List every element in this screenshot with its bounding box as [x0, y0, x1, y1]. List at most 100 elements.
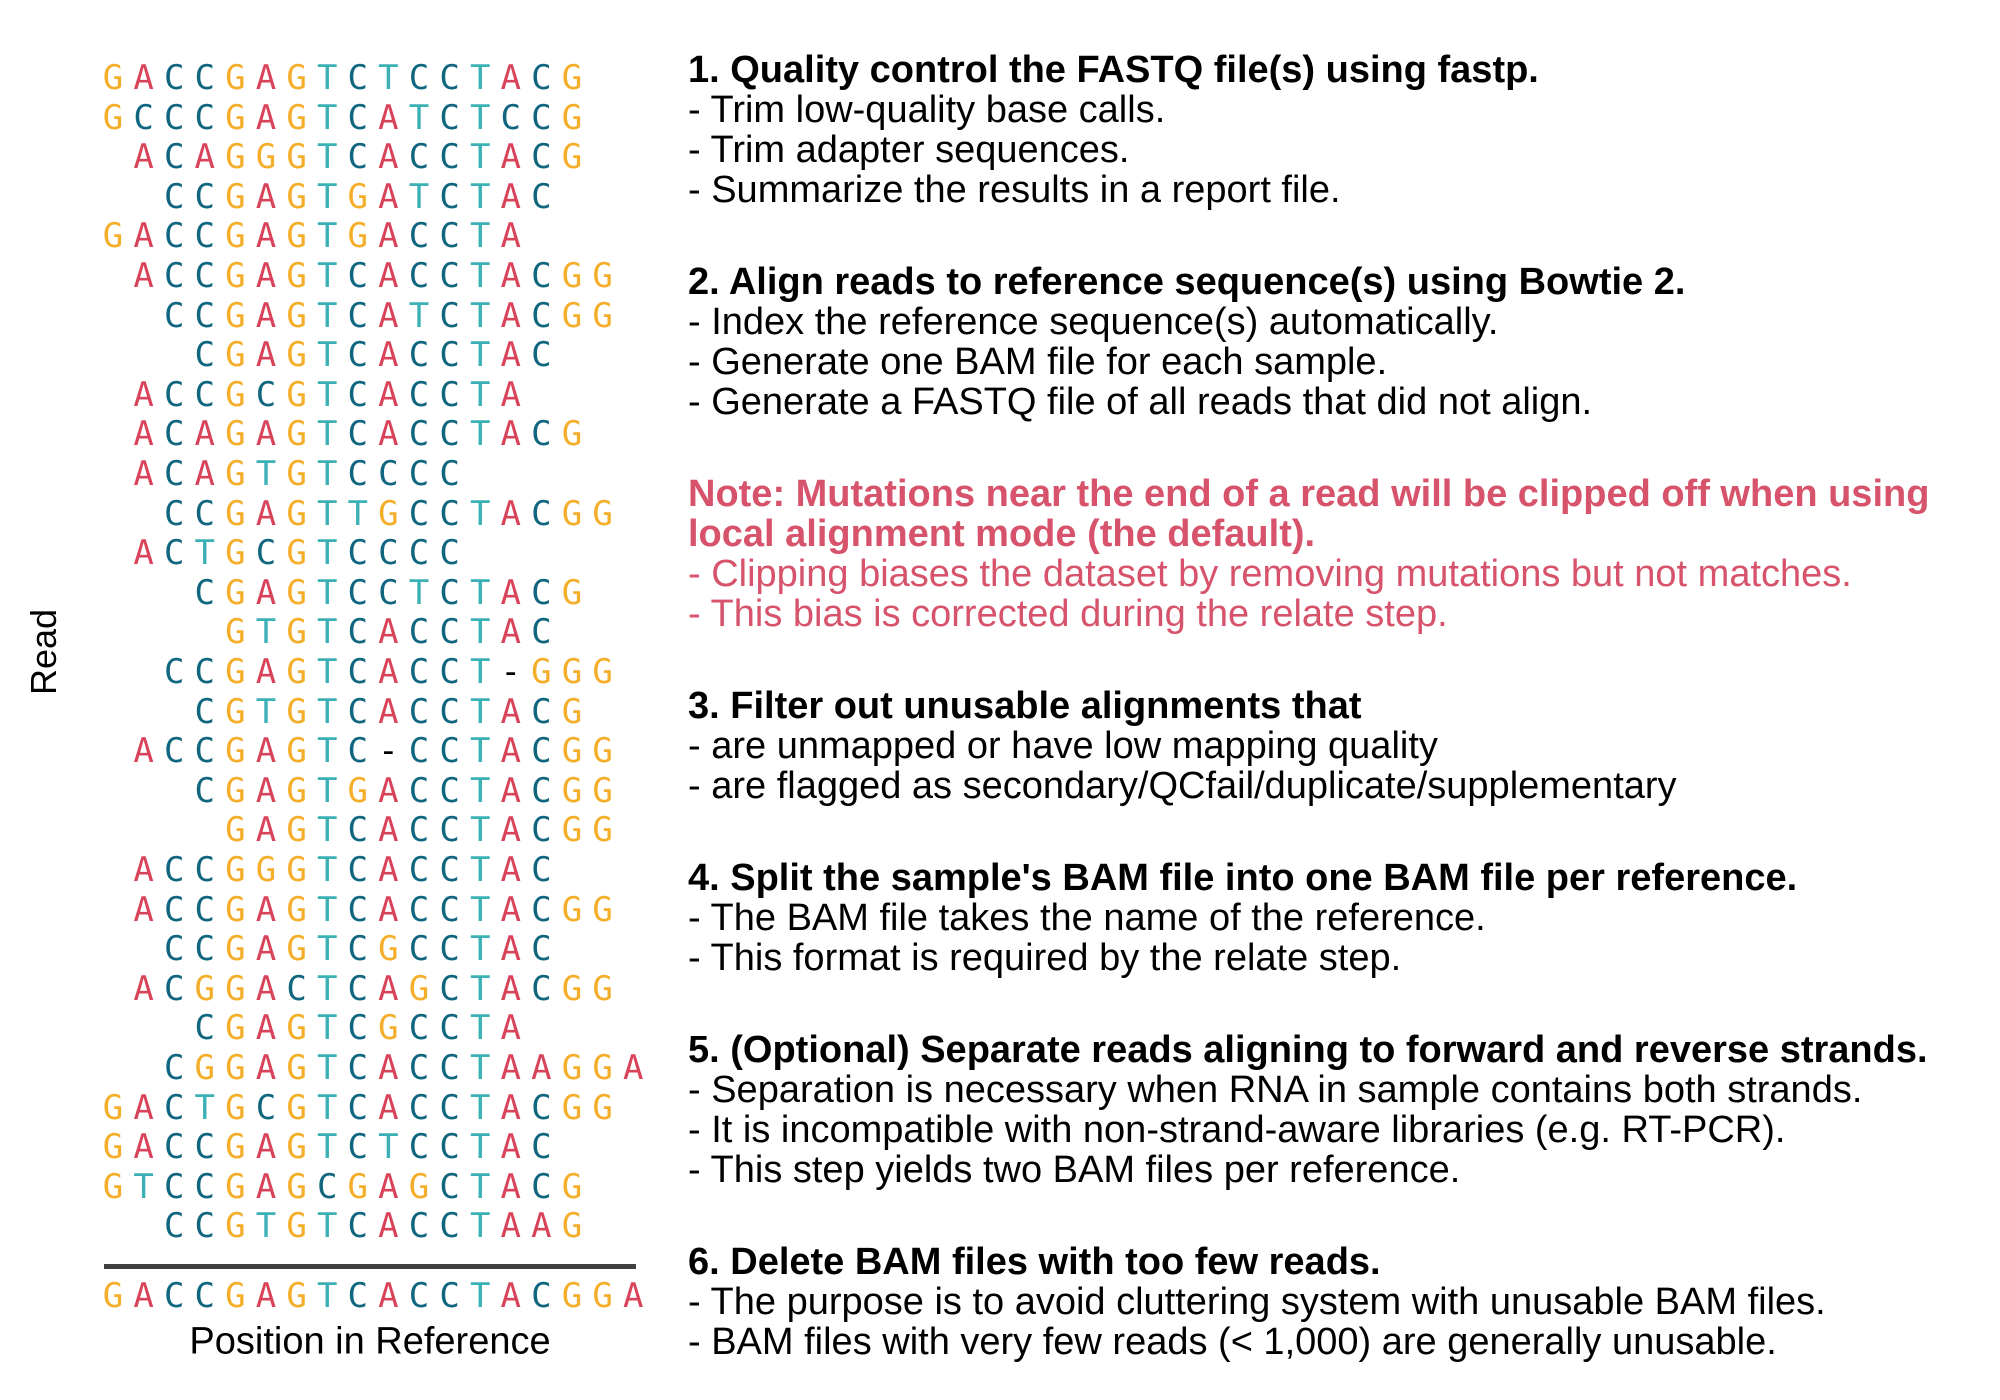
base-t: T [316, 1206, 338, 1247]
base-c: C [347, 295, 369, 336]
base-a: A [378, 1166, 399, 1207]
base-g: G [561, 691, 583, 732]
base-a: A [500, 770, 522, 811]
base-g: G [225, 176, 246, 217]
base-g: G [286, 572, 307, 613]
base-t: T [347, 493, 369, 534]
base-c: C [163, 731, 185, 772]
base-g: G [286, 1008, 307, 1049]
base-c: C [439, 335, 460, 376]
step-separate-strands: 5. (Optional) Separate reads aligning to… [688, 1030, 1988, 1190]
base-c: C [531, 493, 552, 534]
base-g: G [592, 810, 613, 851]
base-a: A [531, 1048, 552, 1088]
base-c: C [408, 731, 430, 772]
base-a: A [378, 691, 399, 732]
base-c: C [408, 691, 430, 732]
base-a: A [255, 58, 277, 98]
base-a: A [255, 216, 277, 257]
base-g: G [225, 1127, 246, 1168]
base-g: G [531, 652, 552, 692]
base-c: C [194, 1166, 216, 1207]
base-c: C [439, 58, 460, 98]
base-t: T [469, 1276, 491, 1316]
base-g: G [225, 691, 246, 732]
base-c: C [347, 691, 369, 732]
base-a: A [133, 533, 154, 574]
base-c: C [408, 374, 430, 415]
base-g: G [561, 1166, 583, 1207]
base-g: G [255, 137, 277, 178]
base-a: A [500, 1048, 522, 1088]
step-title: 6. Delete BAM files with too few reads. [688, 1241, 1381, 1283]
base-a: A [133, 731, 154, 772]
base-a: A [500, 374, 522, 415]
base-g: G [561, 493, 583, 534]
base-t: T [469, 889, 491, 930]
base-c: C [286, 968, 307, 1009]
base-g: G [347, 770, 369, 811]
base-g: G [102, 97, 124, 138]
base-g: G [408, 1166, 430, 1207]
base-g: G [225, 454, 246, 494]
base-a: A [500, 176, 522, 217]
base-t: T [469, 414, 491, 455]
base-a: A [500, 612, 522, 653]
base-g: G [286, 929, 307, 970]
base-g: G [347, 216, 369, 257]
base-g: G [286, 137, 307, 178]
base-c: C [347, 731, 369, 772]
base-t: T [378, 1127, 399, 1168]
base-c: C [347, 335, 369, 376]
base-t: T [316, 335, 338, 376]
base-c: C [531, 1127, 552, 1168]
base-g: G [225, 137, 246, 178]
base-t: T [469, 176, 491, 217]
base-g: G [225, 731, 246, 772]
base-c: C [439, 1048, 460, 1088]
base-t: T [255, 612, 277, 653]
base-a: A [255, 97, 277, 138]
base-t: T [469, 1127, 491, 1168]
base-c: C [439, 216, 460, 257]
base-c: C [194, 58, 216, 98]
base-a: A [500, 968, 522, 1009]
base-c: C [408, 1276, 430, 1316]
base-g: G [561, 1048, 583, 1088]
step-line: - Generate a FASTQ file of all reads tha… [688, 381, 1593, 423]
base-a: A [133, 137, 154, 178]
base-c: C [163, 652, 185, 692]
base-c: C [439, 889, 460, 930]
note-line: - Clipping biases the dataset by removin… [688, 553, 1852, 595]
base-c: C [439, 929, 460, 970]
base-t: T [469, 810, 491, 851]
base-g: G [286, 691, 307, 732]
base-c: C [408, 889, 430, 930]
base-g: G [225, 652, 246, 692]
base-g: G [286, 58, 307, 98]
base-g: G [561, 256, 583, 296]
base-c: C [163, 850, 185, 890]
base-a: A [500, 691, 522, 732]
base-c: C [408, 929, 430, 970]
base-g: G [347, 1166, 369, 1207]
step-align-reads: 2. Align reads to reference sequence(s) … [688, 262, 1988, 422]
base-g: G [561, 652, 583, 692]
base-c: C [347, 414, 369, 455]
base-c: C [378, 572, 399, 613]
base-t: T [316, 454, 338, 494]
base-g: G [225, 810, 246, 851]
base-c: C [194, 176, 216, 217]
base-g: G [561, 731, 583, 772]
base-g: G [592, 1048, 613, 1088]
base-a: A [255, 335, 277, 376]
base-g: G [225, 1276, 246, 1316]
base-t: T [469, 691, 491, 732]
base-g: G [225, 295, 246, 336]
base-g: G [561, 968, 583, 1009]
base-a: A [500, 256, 522, 296]
base-c: C [408, 850, 430, 890]
base-g: G [592, 770, 613, 811]
step-title: 4. Split the sample's BAM file into one … [688, 857, 1798, 899]
base-a: A [378, 97, 399, 138]
